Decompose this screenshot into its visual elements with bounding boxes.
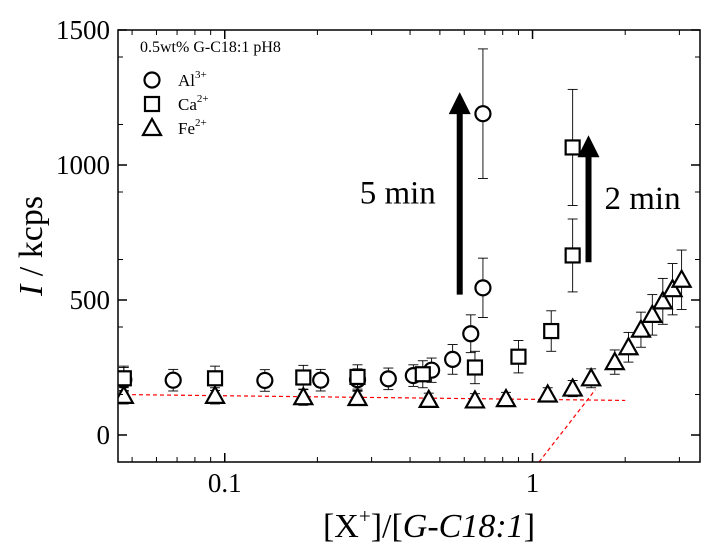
data-point [670,268,693,288]
data-point [464,389,486,409]
y-tick-label: 1500 [56,15,110,45]
data-point [510,348,527,365]
x-tick-label: 1 [526,468,540,498]
series-square [118,88,581,391]
data-point [346,386,369,407]
data-point [617,336,640,356]
data-point [495,387,517,408]
annotation-label: 2 min [605,181,681,217]
annotation-arrow-head [577,135,600,158]
data-point [292,385,315,406]
data-point [561,377,584,397]
data-point [466,359,484,376]
legend-label: Fe2+ [178,117,207,138]
data-point [543,322,560,340]
data-point [564,247,581,264]
data-point [564,139,581,156]
data-point [295,369,312,386]
legend-marker [141,116,163,137]
data-point [641,303,664,323]
data-point [256,371,274,390]
legend-label: Ca2+ [178,93,209,114]
plot-frame [117,29,701,463]
series-circle [118,48,492,393]
data-point [118,370,132,387]
fit-line [538,389,596,462]
time-annotations: 5 min 2 min [360,92,681,295]
data-point [206,370,224,387]
data-point [603,350,626,371]
series-triangle [118,249,693,409]
annotation-arrow-head [448,92,471,115]
data-point [474,279,492,297]
legend-marker [143,95,161,113]
data-point [630,318,652,338]
axis-titles: I / kcps [X+]/[G-C18:1] [13,196,535,543]
legend-label: Al3+ [178,69,207,90]
data-point [462,325,480,343]
x-tick-label: 0.1 [208,468,242,498]
data-point [580,367,603,387]
data-point [651,290,674,310]
annotation-label: 5 min [360,175,436,211]
legend-title: 0.5wt% G-C18:1 pH8 [140,39,281,56]
data-point [661,277,684,298]
x-axis-title: [X+]/[G-C18:1] [323,504,535,543]
data-point [204,384,226,404]
data-series [118,48,693,409]
legend-marker [143,71,161,89]
data-point [414,366,431,383]
axes: 0 500 1000 1500 0.1 1 [56,15,701,498]
data-point [417,388,440,408]
data-point [536,383,559,403]
y-axis-title: I / kcps [13,196,50,297]
y-tick-label: 0 [97,420,111,450]
data-point [474,105,492,123]
data-point [349,368,366,386]
legend: 0.5wt% G-C18:1 pH8 Al3+ Ca2+ Fe2+ [140,39,281,138]
data-point [312,371,330,389]
y-tick-label: 500 [70,285,111,315]
data-point [444,350,462,368]
y-tick-label: 1000 [56,150,110,180]
data-point [379,370,397,388]
data-point [164,371,182,389]
